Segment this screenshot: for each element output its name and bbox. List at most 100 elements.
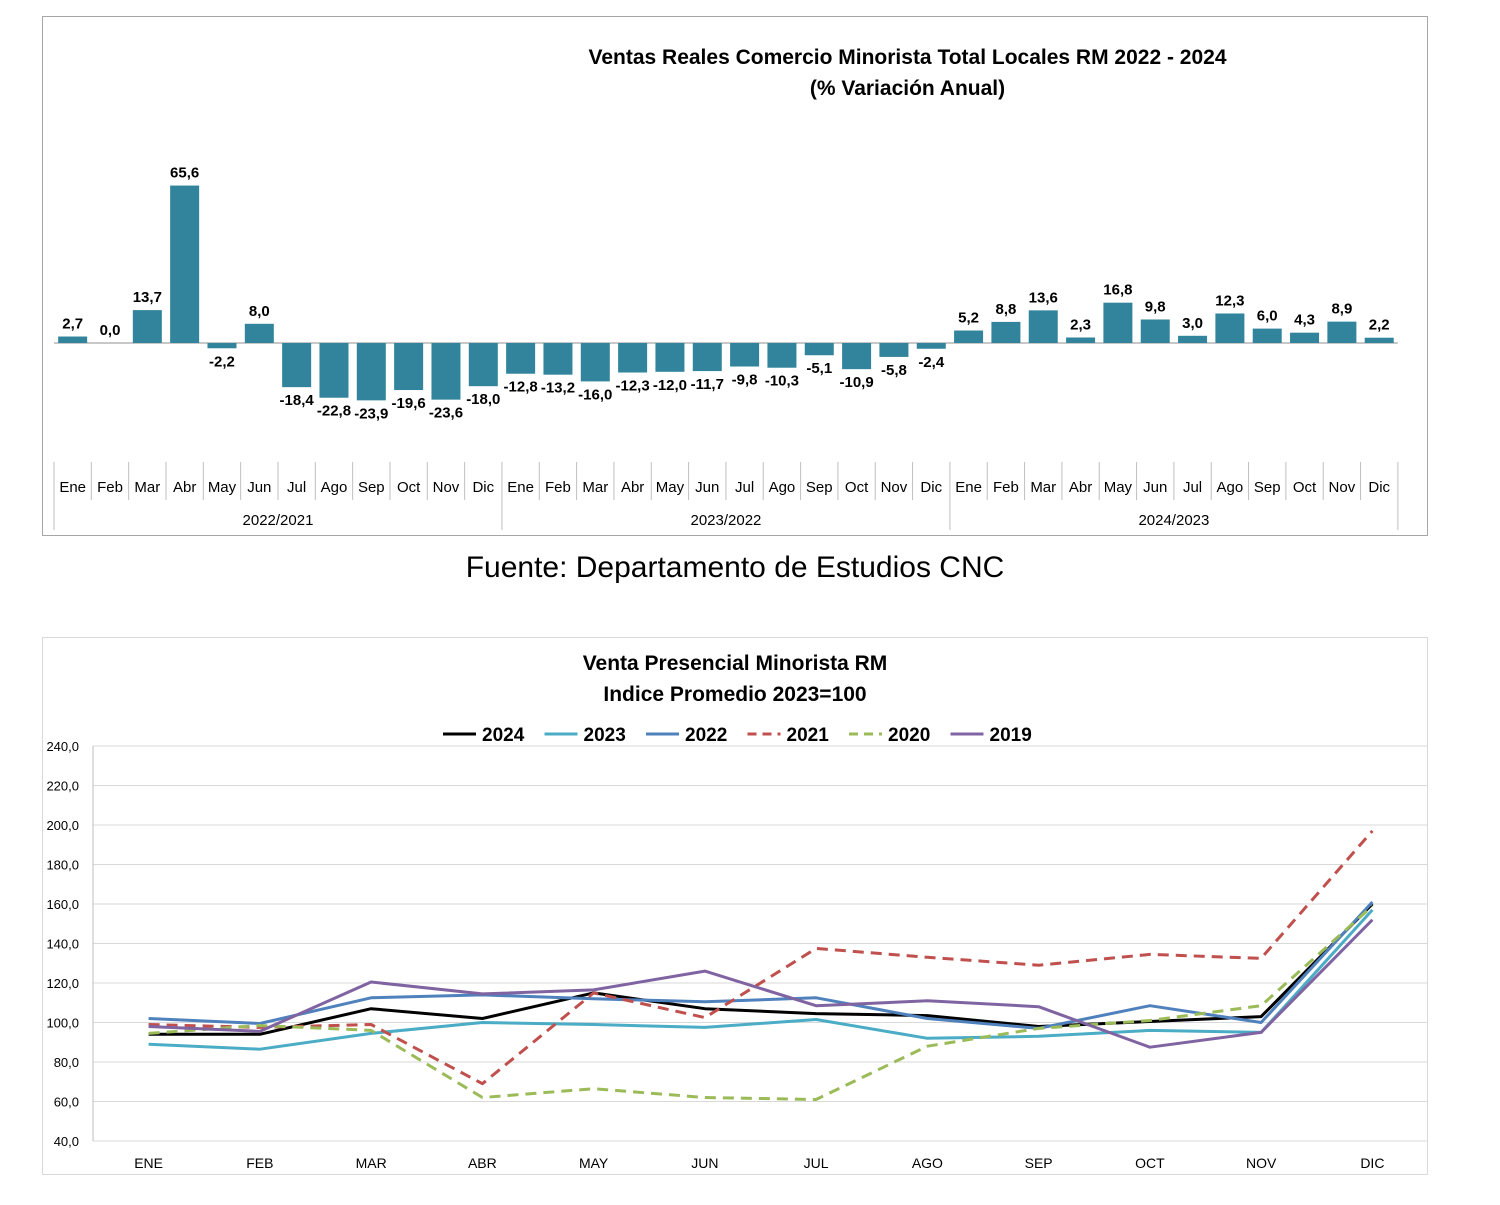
bar-data-label: -2,2 <box>209 353 235 370</box>
x-tick-label: Feb <box>97 479 123 496</box>
x-tick-label: Ene <box>59 479 86 496</box>
bar <box>1252 328 1282 343</box>
x-tick-label: Jun <box>695 479 719 496</box>
bar <box>1028 310 1058 343</box>
bar-data-label: -22,8 <box>317 403 351 420</box>
x-tick-label: Dic <box>472 479 494 496</box>
bar <box>394 343 424 391</box>
x-tick-label: Jul <box>1183 479 1202 496</box>
bar-data-label: -16,0 <box>578 386 612 403</box>
x-tick-label: JUN <box>691 1155 718 1171</box>
bar-chart: 2,7 0,0 13,7 65,6 -2,2 8,0 -18,4-22,8 -23,9-19,… <box>53 165 1399 530</box>
series-line-2022 <box>148 900 1374 1030</box>
x-tick-label: FEB <box>246 1155 273 1171</box>
bar-data-label: -23,6 <box>429 405 463 422</box>
bar-data-label: 8,0 <box>249 303 270 320</box>
bar-data-label: 13,6 <box>1029 289 1058 306</box>
x-tick-label: SEP <box>1025 1155 1053 1171</box>
x-tick-label: Ago <box>769 479 796 496</box>
bar-data-label: 5,2 <box>958 310 979 327</box>
x-tick-label: Abr <box>1069 479 1092 496</box>
bar <box>954 330 984 343</box>
x-tick-label: Abr <box>621 479 644 496</box>
bar <box>879 343 909 357</box>
y-tick-label: 200,0 <box>46 818 79 833</box>
y-tick-label: 120,0 <box>46 976 79 991</box>
x-tick-label: ABR <box>468 1155 497 1171</box>
bar <box>244 323 274 343</box>
bar-chart-title-block: Ventas Reales Comercio Minorista Total L… <box>400 42 1415 104</box>
bar-data-label: -18,4 <box>280 392 315 409</box>
y-tick-label: 240,0 <box>46 739 79 754</box>
bar <box>1290 332 1320 343</box>
bar <box>692 343 722 372</box>
line-chart-subtitle: Indice Promedio 2023=100 <box>603 683 867 706</box>
bar-data-label: -19,6 <box>392 395 426 412</box>
x-tick-label: Mar <box>134 479 160 496</box>
x-tick-label: Dic <box>920 479 942 496</box>
series-line-2020 <box>148 904 1374 1101</box>
bar <box>1178 335 1208 343</box>
bar <box>58 336 88 343</box>
x-tick-label: Nov <box>1329 479 1356 496</box>
x-tick-label: Jul <box>735 479 754 496</box>
line-chart-title-block: Venta Presencial Minorista RM Indice Pro… <box>400 648 1070 710</box>
x-tick-label: Mar <box>1030 479 1056 496</box>
x-tick-label: Sep <box>358 479 385 496</box>
bar <box>1215 313 1245 343</box>
bar-data-label: -10,3 <box>765 373 799 390</box>
y-tick-label: 140,0 <box>46 937 79 952</box>
x-tick-label: JUL <box>804 1155 829 1171</box>
bar-data-label: 0,0 <box>100 322 121 339</box>
x-tick-label: May <box>1104 479 1133 496</box>
x-tick-label: ENE <box>134 1155 163 1171</box>
y-tick-label: 40,0 <box>54 1134 79 1149</box>
x-tick-label: Jul <box>287 479 306 496</box>
bar-data-label: 6,0 <box>1257 308 1278 325</box>
y-tick-label: 80,0 <box>54 1055 79 1070</box>
x-tick-label: Feb <box>993 479 1019 496</box>
x-tick-label: MAY <box>579 1155 609 1171</box>
bar-data-label: 16,8 <box>1103 282 1132 299</box>
bar <box>431 343 461 400</box>
bar-data-label: 2,2 <box>1369 317 1390 334</box>
series-line-2023 <box>148 908 1374 1051</box>
x-tick-label: DIC <box>1360 1155 1384 1171</box>
legend-label: 2019 <box>990 725 1032 746</box>
x-tick-label: Dic <box>1368 479 1390 496</box>
bar <box>991 321 1021 343</box>
x-group-label: 2024/2023 <box>1138 512 1209 529</box>
x-tick-label: Oct <box>397 479 421 496</box>
bar <box>842 343 872 370</box>
bar <box>319 343 349 398</box>
x-tick-label: Abr <box>173 479 196 496</box>
bar-data-label: -12,3 <box>616 378 650 395</box>
y-tick-label: 220,0 <box>46 779 79 794</box>
line-chart-panel <box>42 637 1428 1175</box>
bar <box>506 343 536 374</box>
series-line-2021 <box>148 829 1374 1086</box>
legend-label: 2021 <box>787 725 830 746</box>
legend-label: 2020 <box>888 725 930 746</box>
y-tick-label: 180,0 <box>46 858 79 873</box>
bar <box>543 343 573 375</box>
bar-data-label: 12,3 <box>1215 292 1244 309</box>
x-tick-label: Sep <box>1254 479 1281 496</box>
source-note: Fuente: Departamento de Estudios CNC <box>465 551 1005 584</box>
bar <box>356 343 386 401</box>
x-group-label: 2023/2022 <box>690 512 761 529</box>
series-line-2024 <box>148 902 1374 1036</box>
x-tick-label: May <box>208 479 237 496</box>
bar <box>580 343 610 382</box>
bar <box>468 343 498 387</box>
bar <box>804 343 834 356</box>
bar <box>655 343 685 372</box>
bar-data-label: -9,8 <box>732 372 758 389</box>
bar <box>618 343 648 373</box>
x-tick-label: NOV <box>1246 1155 1277 1171</box>
bar-data-label: 2,3 <box>1070 316 1091 333</box>
x-tick-label: OCT <box>1135 1155 1165 1171</box>
bar <box>132 310 162 343</box>
bar-data-label: -13,2 <box>541 380 575 397</box>
bar <box>1327 321 1357 343</box>
